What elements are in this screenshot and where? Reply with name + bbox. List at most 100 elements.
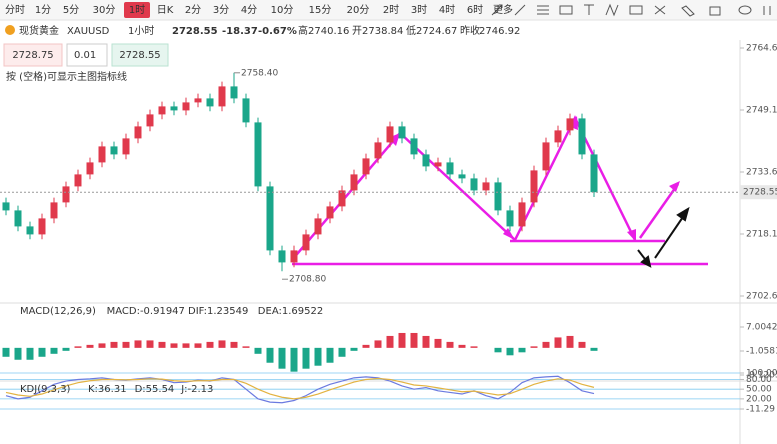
- percent: -0.67%: [258, 26, 297, 37]
- stat-value: 2746.92: [479, 26, 520, 37]
- indicator-legend: MACD:-0.91947: [107, 306, 185, 317]
- macd-bar: [50, 347, 58, 354]
- candle-body: [170, 106, 178, 111]
- macd-bar: [470, 346, 478, 348]
- macd-bar: [242, 346, 250, 348]
- macd-bar: [206, 341, 214, 348]
- period-tab[interactable]: 20分: [347, 4, 370, 16]
- candle-body: [506, 210, 514, 227]
- macd-bar: [62, 347, 70, 351]
- candle-body: [242, 98, 250, 123]
- period-tab[interactable]: 2时: [383, 4, 399, 16]
- candle-body: [62, 186, 70, 203]
- macd-bar: [122, 341, 130, 348]
- period-selected: [124, 2, 150, 18]
- macd-bar: [182, 343, 190, 348]
- black-arrows: [637, 206, 690, 268]
- period-tab[interactable]: 2分: [185, 4, 201, 16]
- stat-label: 低: [406, 24, 416, 37]
- candle-body: [326, 206, 334, 219]
- candle-body: [422, 154, 430, 167]
- macd-bar: [86, 344, 94, 348]
- y-tick-label: 2749.10: [746, 106, 777, 116]
- stat-value: 2738.84: [362, 26, 403, 37]
- candle-body: [38, 218, 46, 235]
- last-price: 2728.55: [743, 188, 777, 198]
- macd-bar: [74, 346, 82, 348]
- candle-body: [518, 202, 526, 227]
- period-tab[interactable]: 1时: [129, 4, 145, 16]
- candle-body: [554, 130, 562, 143]
- indicator-legend: DEA:1.69522: [258, 306, 323, 317]
- y-tick-label: -9.12053: [746, 371, 777, 381]
- period-tab[interactable]: 3分: [213, 4, 229, 16]
- candle-body: [434, 162, 442, 167]
- macd-bar: [158, 341, 166, 348]
- period-tab[interactable]: 日K: [157, 5, 174, 16]
- period-tab[interactable]: 1分: [35, 4, 51, 16]
- candle-body: [254, 122, 262, 187]
- y-tick-label: -11.29: [746, 405, 775, 415]
- candle-body: [578, 118, 586, 155]
- candle-body: [206, 98, 214, 107]
- macd-bar: [194, 343, 202, 348]
- period-tab[interactable]: 更多: [493, 3, 513, 16]
- y-tick-label: -1.05813: [746, 347, 777, 357]
- period: 1小时: [128, 25, 154, 37]
- period-tab[interactable]: 30分: [93, 4, 116, 16]
- price: 2728.55: [172, 26, 218, 37]
- candle-body: [494, 182, 502, 211]
- macd-bar: [230, 341, 238, 348]
- candle-body: [290, 250, 298, 263]
- y-tick-label: 2718.10: [746, 230, 777, 240]
- candle-body: [398, 126, 406, 139]
- macd-bar: [410, 332, 418, 348]
- macd-bar: [110, 341, 118, 348]
- buy-box[interactable]: [111, 43, 169, 67]
- stat-label: 开: [352, 26, 362, 37]
- instrument-name: 现货黄金: [19, 24, 59, 37]
- indicator-title: KDJ(9,3,3): [20, 384, 71, 395]
- y-tick-label: 80.00: [746, 375, 772, 385]
- macd-bar: [542, 341, 550, 348]
- period-tab[interactable]: 15分: [309, 4, 332, 16]
- candle-body: [314, 218, 322, 235]
- candle-body: [110, 146, 118, 155]
- macd-bar: [338, 347, 346, 357]
- kdj-line: [5, 377, 595, 400]
- period-tab[interactable]: 10分: [271, 4, 294, 16]
- candle-body: [266, 186, 274, 251]
- macd-bar: [458, 344, 466, 348]
- macd-bar: [278, 347, 286, 369]
- lot-box[interactable]: [66, 43, 108, 67]
- candle-body: [542, 142, 550, 171]
- period-tab[interactable]: 3时: [411, 4, 427, 16]
- sell-box[interactable]: [3, 43, 63, 67]
- indicator-legend: K:36.31: [88, 384, 127, 395]
- indicator-legend: J:-2.13: [180, 384, 213, 395]
- stat-value: 2740.16: [308, 26, 349, 37]
- y-tick-label: 2733.60: [746, 168, 777, 178]
- period-tab[interactable]: 5分: [63, 4, 79, 16]
- indicator-legend: DIF:1.23549: [188, 306, 248, 317]
- low-label: 2708.80: [289, 275, 326, 285]
- macd-bar: [362, 344, 370, 348]
- sell-price[interactable]: 2728.75: [12, 50, 53, 61]
- macd-bar: [518, 347, 526, 353]
- period-tab[interactable]: 分时: [5, 4, 25, 16]
- y-tick-label: 7.00428: [746, 323, 777, 333]
- candle-body: [338, 190, 346, 207]
- lot[interactable]: 0.01: [74, 50, 96, 61]
- y-tick-label: 2764.60: [746, 44, 777, 54]
- macd-bar: [314, 347, 322, 366]
- buy-price[interactable]: 2728.55: [119, 50, 160, 61]
- macd-bar: [14, 347, 22, 360]
- period-tab[interactable]: 4时: [439, 4, 455, 16]
- candle-body: [26, 226, 34, 235]
- candle-body: [446, 162, 454, 175]
- indicator-legend: D:55.54: [135, 384, 175, 395]
- macd-bar: [134, 340, 142, 348]
- candle-body: [530, 170, 538, 203]
- period-tab[interactable]: 4分: [241, 4, 257, 16]
- period-tab[interactable]: 6时: [467, 4, 483, 16]
